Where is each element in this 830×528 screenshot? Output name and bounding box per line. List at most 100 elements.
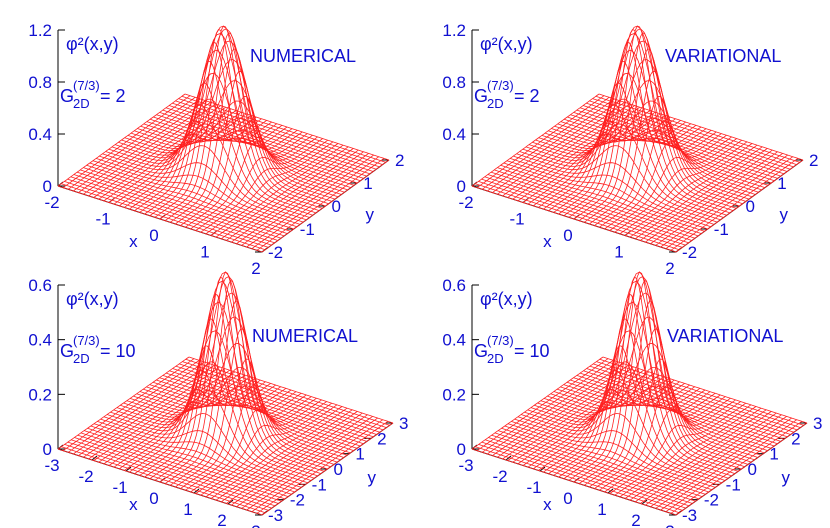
x-tick-label: 1 [614, 243, 623, 262]
mesh-line-y [165, 372, 371, 440]
mesh-line-y [83, 167, 288, 234]
mesh-line-y [487, 174, 693, 241]
mesh-line-y [579, 372, 785, 440]
y-tick-label: 3 [813, 414, 822, 433]
z-tick-label: 0 [457, 440, 466, 459]
mesh-line-y [57, 448, 263, 516]
mesh-line-y [168, 105, 374, 172]
mesh-line-y [532, 33, 737, 209]
mesh-line-y [99, 155, 304, 223]
param-superscript: (7/3) [73, 333, 100, 348]
mesh-line-y [115, 49, 320, 211]
param-subscript: 2D [487, 96, 504, 111]
mesh-line-y [497, 167, 702, 234]
x-axis-label: x [543, 232, 552, 251]
x-tick-label: -2 [44, 193, 59, 212]
y-axis-label: y [782, 468, 791, 487]
mesh-line-y [124, 28, 329, 205]
mesh-line-y [162, 109, 367, 177]
mesh-line-y [175, 365, 381, 433]
mesh-line-y [175, 100, 380, 168]
surface-mesh [471, 25, 804, 253]
mesh-line-y [70, 439, 276, 507]
mesh-line-y [76, 171, 282, 239]
z-axis-label: φ²(x,y) [480, 34, 533, 54]
x-tick [641, 499, 648, 505]
z-axis-label: φ²(x,y) [66, 34, 119, 54]
y-tick-label: 1 [777, 174, 786, 193]
mesh-line-y [503, 162, 708, 230]
param-subscript: 2D [73, 96, 90, 111]
y-axis-label: y [780, 205, 789, 224]
y-tick-label: 1 [363, 174, 372, 193]
mesh-line-y [522, 98, 727, 216]
param-subscript: 2D [487, 351, 504, 366]
x-tick-label: 2 [665, 259, 674, 278]
mesh-line-y [596, 361, 801, 428]
y-tick-label: -3 [682, 506, 697, 525]
mesh-line-y [61, 446, 266, 514]
mesh-line-x [134, 103, 262, 212]
mesh-line-y [586, 102, 791, 170]
x-tick [607, 488, 614, 494]
x-tick [193, 488, 200, 494]
z-tick-label: 0.4 [442, 125, 466, 144]
y-tick-label: 0 [748, 460, 757, 479]
mesh-line-y [501, 427, 706, 495]
mesh-line-y [159, 112, 364, 179]
mesh-line-y [185, 358, 390, 426]
mesh-line-y [547, 316, 752, 463]
x-tick-label: -1 [526, 478, 541, 497]
mesh-line-y [110, 361, 315, 479]
x-tick-label: -2 [78, 467, 93, 486]
mesh-line-y [537, 271, 742, 470]
mesh-line-y [146, 386, 351, 454]
mesh-line-y [146, 121, 352, 188]
mesh-line-y [97, 421, 302, 488]
y-tick-label: -1 [714, 220, 729, 239]
param-superscript: (7/3) [73, 78, 100, 93]
mesh-line-y [74, 437, 279, 504]
mesh-line-y [123, 271, 328, 470]
mesh-line-y [576, 375, 781, 442]
method-label: NUMERICAL [252, 326, 358, 346]
mesh-line-y [509, 158, 715, 225]
param-value: = 10 [514, 341, 550, 361]
chart-panel: 0 0.4 0.8 1.2 -2 -1 0 1 2 -2 -1 0 1 2 x y φ²(x,y) G(7/3) 2… [28, 21, 404, 278]
mesh-line-y [570, 379, 775, 447]
x-tick-label: 1 [200, 243, 209, 262]
mesh-line-y [103, 413, 309, 484]
parameter-label: G(7/3) 2D = 2 [60, 78, 126, 111]
mesh-line-y [156, 379, 361, 447]
y-tick-label: -2 [268, 243, 283, 262]
chart-panel: 0 0.4 0.8 1.2 -2 -1 0 1 2 -2 -1 0 1 2 x y φ²(x,y) G(7/3) 2… [442, 21, 818, 278]
y-tick-label: -1 [300, 220, 315, 239]
mesh-line-y [504, 425, 709, 493]
mesh-line-y [541, 40, 747, 202]
mesh-line-y [514, 418, 719, 486]
y-tick-label: 1 [769, 445, 778, 464]
mesh-line-y [540, 275, 745, 468]
mesh-line-y [172, 368, 377, 435]
mesh-line-y [589, 365, 795, 433]
x-tick-label: 2 [251, 259, 260, 278]
y-tick-label: 2 [377, 429, 386, 448]
mesh-line-y [86, 164, 291, 232]
mesh-line-y [494, 432, 700, 500]
y-tick-label: 0 [332, 197, 341, 216]
mesh-line-y [136, 342, 341, 461]
x-tick-label: -2 [458, 193, 473, 212]
mesh-line-y [100, 418, 305, 486]
x-tick-label: 1 [183, 500, 192, 519]
mesh-line-y [61, 183, 266, 251]
z-axis-label: φ²(x,y) [480, 289, 533, 309]
x-tick [91, 455, 98, 461]
x-axis-label: x [129, 232, 138, 251]
z-tick-label: 0 [457, 177, 466, 196]
mesh-line-y [567, 116, 772, 184]
mesh-line-y [121, 25, 326, 207]
mesh-line-y [92, 160, 298, 228]
param-superscript: (7/3) [487, 333, 514, 348]
method-label: VARIATIONAL [665, 46, 781, 66]
